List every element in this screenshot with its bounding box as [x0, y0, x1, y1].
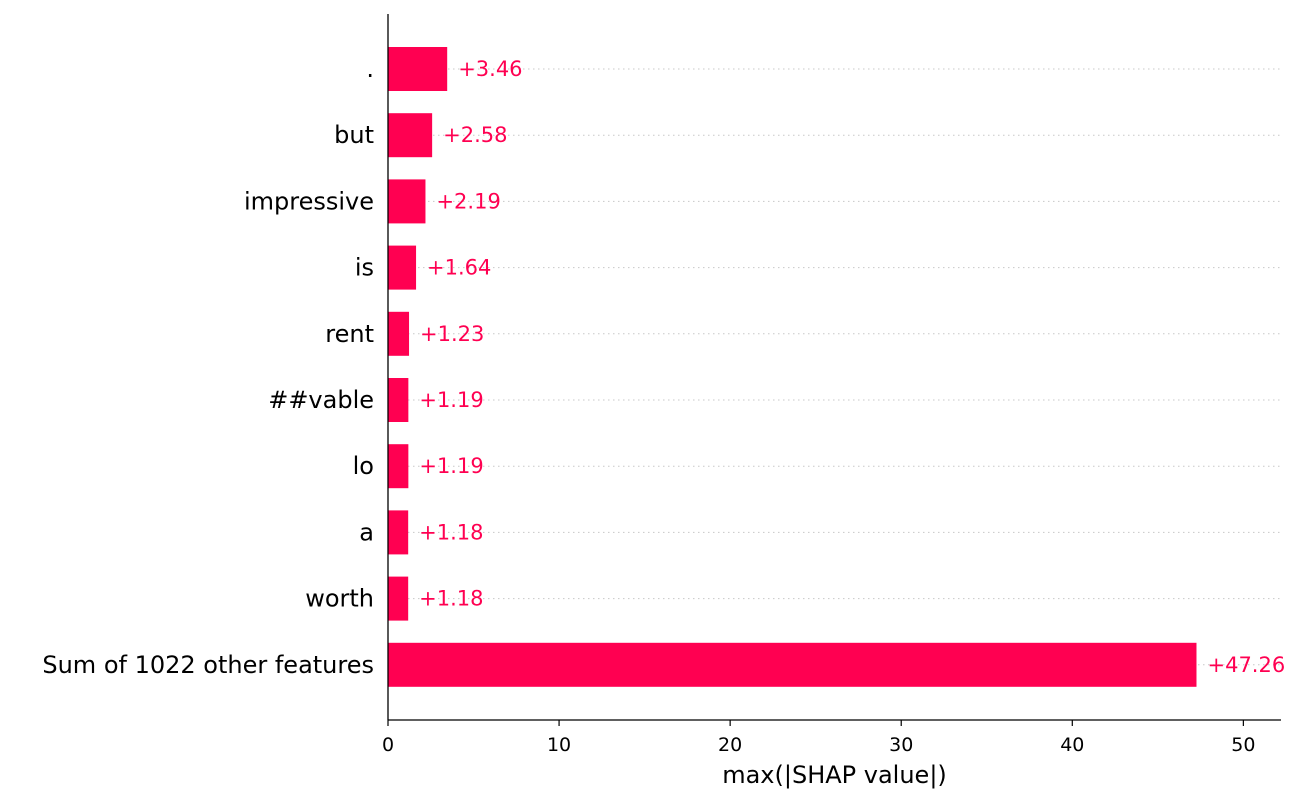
value-label: +1.23	[420, 322, 484, 346]
value-label: +1.18	[419, 587, 483, 611]
x-tick-label: 50	[1231, 734, 1255, 756]
value-label: +47.26	[1207, 653, 1285, 677]
value-label: +1.19	[419, 454, 483, 478]
x-tick-label: 20	[718, 734, 742, 756]
x-tick-label: 0	[382, 734, 394, 756]
guide-lines	[388, 68, 1281, 666]
feature-label: a	[359, 518, 374, 546]
bar	[388, 47, 448, 91]
bar	[388, 444, 409, 489]
value-label: +2.19	[436, 189, 500, 213]
feature-label: but	[334, 121, 374, 149]
x-tick-label: 40	[1060, 734, 1084, 756]
bar	[388, 642, 1197, 687]
value-labels: +3.46 +2.58 +2.19 +1.64 +1.23 +1.19 +1.19 +1.18…	[419, 57, 1285, 677]
feature-label: is	[355, 254, 374, 282]
x-ticks: 0 10 20 30 40 50	[382, 720, 1255, 756]
bars	[388, 47, 1197, 687]
value-label: +2.58	[443, 123, 507, 147]
feature-label: rent	[325, 320, 374, 348]
value-label: +1.18	[419, 520, 483, 544]
value-label: +1.64	[427, 256, 491, 280]
feature-label: Sum of 1022 other features	[42, 651, 374, 679]
bar	[388, 179, 426, 224]
feature-label: worth	[305, 585, 374, 613]
feature-labels: . but impressive is rent ##vable lo a worth Sum o…	[42, 55, 374, 679]
x-axis: 0 10 20 30 40 50	[382, 719, 1281, 756]
bar	[388, 311, 410, 356]
value-label: +1.19	[419, 388, 483, 412]
bar	[388, 113, 433, 158]
bar	[388, 510, 409, 555]
feature-label: impressive	[244, 187, 374, 215]
x-axis-title: max(|SHAP value|)	[722, 761, 947, 789]
value-label: +3.46	[458, 57, 522, 81]
x-tick-label: 10	[547, 734, 571, 756]
bar	[388, 245, 417, 290]
x-tick-label: 30	[889, 734, 913, 756]
bar	[388, 378, 409, 422]
bar	[388, 576, 409, 621]
feature-label: .	[366, 55, 374, 83]
feature-label: lo	[353, 452, 374, 480]
feature-label: ##vable	[268, 386, 374, 414]
